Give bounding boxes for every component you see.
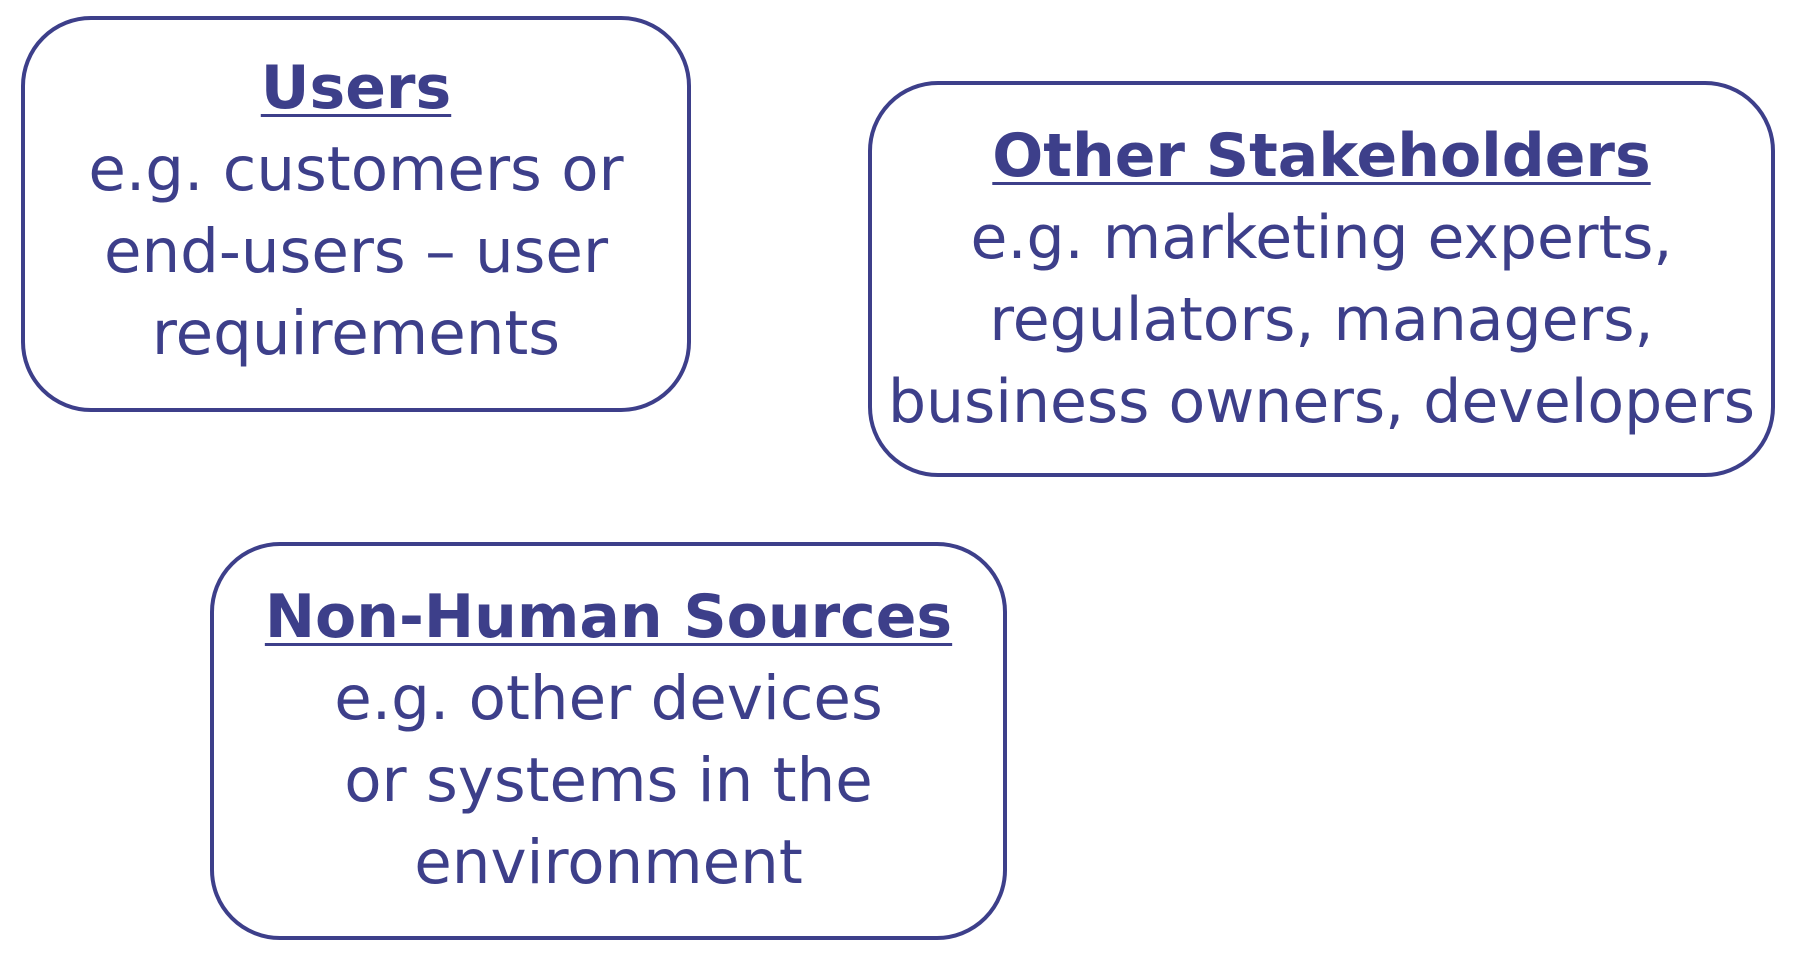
users-description-line-2: end-users – user <box>103 216 609 287</box>
users-title: Users <box>260 53 452 123</box>
users-box: Users e.g. customers or end-users – user… <box>21 16 691 412</box>
users-description-line-1: e.g. customers or <box>88 134 624 205</box>
nonhuman-description-line-2: or systems in the <box>344 745 873 816</box>
stakeholders-description-line-3: business owners, developers <box>887 367 1756 437</box>
other-stakeholders-box: Other Stakeholders e.g. marketing expert… <box>868 81 1775 477</box>
stakeholders-description-line-1: e.g. marketing experts, <box>970 203 1673 273</box>
nonhuman-title: Non-Human Sources <box>264 582 953 652</box>
users-description-line-3: requirements <box>151 298 561 369</box>
non-human-sources-box: Non-Human Sources e.g. other devices or … <box>210 542 1007 940</box>
stakeholders-description-line-2: regulators, managers, <box>989 285 1654 355</box>
stakeholders-title: Other Stakeholders <box>992 121 1651 191</box>
nonhuman-description-line-1: e.g. other devices <box>334 663 883 734</box>
nonhuman-description-line-3: environment <box>414 827 803 898</box>
